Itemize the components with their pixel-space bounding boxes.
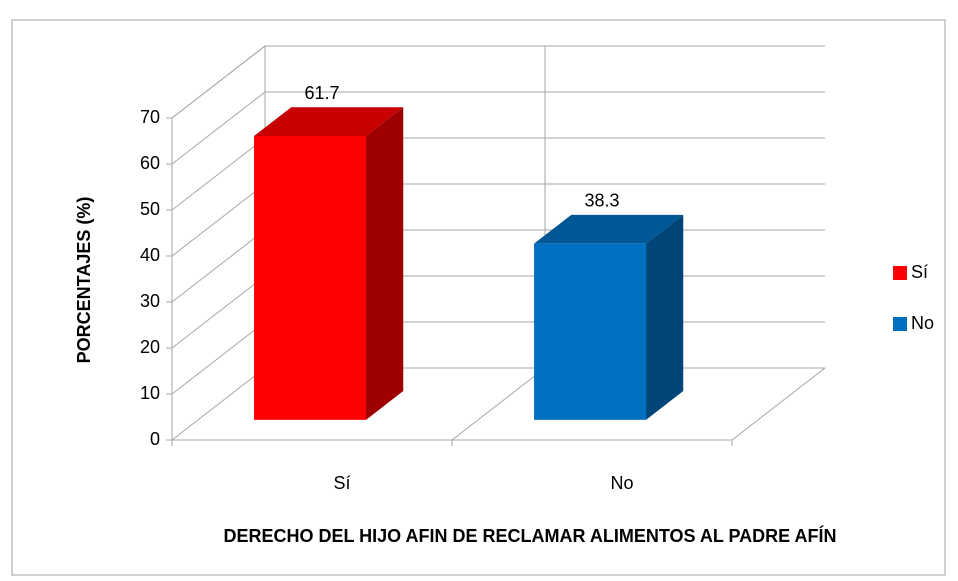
y-tick-label: 20: [140, 337, 160, 357]
data-label: 61.7: [305, 83, 340, 103]
x-tick-label: No: [610, 473, 633, 493]
data-label: 38.3: [585, 190, 620, 210]
grid-line: [171, 45, 266, 119]
bar: [534, 243, 647, 420]
x-tick-label: Sí: [333, 473, 350, 493]
bar-side: [646, 214, 684, 420]
grid-line: [171, 275, 266, 349]
grid-line: [171, 229, 266, 303]
grid-line: [171, 137, 266, 211]
legend-label: No: [911, 313, 934, 333]
y-tick-label: 10: [140, 383, 160, 403]
y-tick-label: 70: [140, 107, 160, 127]
grid-line: [171, 321, 266, 395]
y-tick-label: 30: [140, 291, 160, 311]
bar-top: [254, 107, 404, 137]
y-tick-label: 0: [150, 429, 160, 449]
grid-line: [171, 91, 266, 165]
grid-line: [171, 183, 266, 257]
floor-divider: [451, 367, 546, 441]
y-tick-label: 50: [140, 199, 160, 219]
y-axis-label: PORCENTAJES (%): [74, 197, 94, 364]
y-tick-label: 40: [140, 245, 160, 265]
bar-side: [366, 107, 404, 420]
bar-top: [534, 214, 684, 244]
chart-border: [11, 19, 946, 576]
legend-label: Sí: [911, 262, 928, 282]
x-axis-label: DERECHO DEL HIJO AFIN DE RECLAMAR ALIMEN…: [223, 525, 836, 546]
bar: [254, 136, 367, 420]
legend-swatch: [893, 317, 907, 331]
y-tick-label: 60: [140, 153, 160, 173]
legend-swatch: [893, 266, 907, 280]
